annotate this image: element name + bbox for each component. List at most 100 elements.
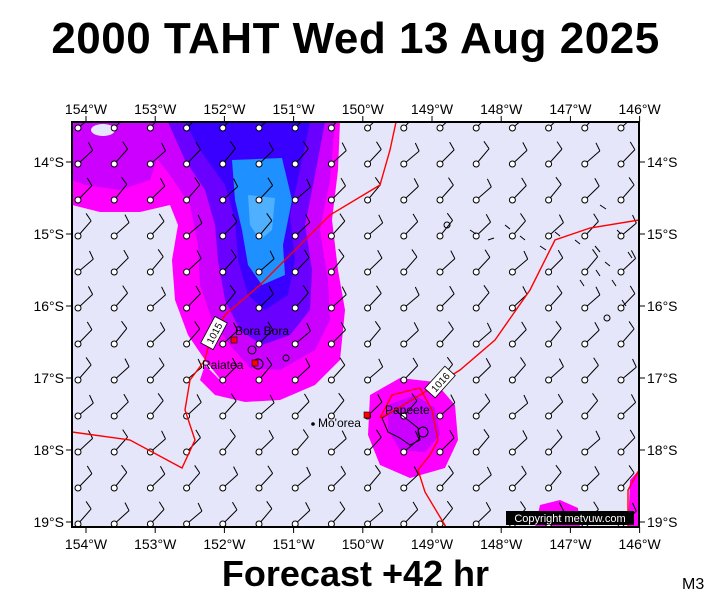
wind-barb [219,428,236,456]
isobar-1016 [379,219,640,419]
marker-bora-bora [230,336,238,344]
wind-barb [146,357,165,384]
wind-barb [400,322,419,348]
wind-barb [364,141,382,168]
wind-barb [436,429,455,456]
wind-barb [183,502,203,527]
wind-barb [183,250,202,276]
rain-region-northwest [72,122,160,190]
wind-barb [581,357,599,384]
wind-barb [291,214,311,240]
wind-barb [219,213,238,240]
lon-label-bottom-6: 148°W [480,536,523,552]
wind-barb [146,177,166,204]
lat-label-right-2: 16°S [647,298,678,314]
wind-barb [219,322,239,348]
chart-title: 2000 TAHT Wed 13 Aug 2025 [51,14,660,63]
wind-barb [255,285,274,312]
wind-barb [327,248,345,276]
wind-barb [581,142,601,168]
island-tahiti [381,409,421,446]
map-axes: 154°W 154°W 153°W 153°W 152°W 152°W 151°W 151°W… [33,101,677,552]
wind-barb [219,466,239,492]
wind-barb [545,141,563,168]
lat-label-left-3: 17°S [33,370,64,386]
lon-label-top-2: 152°W [203,101,246,117]
wind-barb [74,177,93,204]
wind-barb [472,249,491,276]
wind-barb [291,122,302,132]
wind-barb [617,358,637,384]
wind-barb [74,250,94,276]
lon-label-bottom-4: 150°W [342,536,385,552]
wind-barb [219,178,239,204]
lon-label-top-3: 151°W [273,101,316,117]
wind-barb [146,142,166,168]
wind-barb [183,285,201,312]
wind-barb [472,357,492,384]
wind-barb [327,122,337,132]
copyright-box [506,511,634,525]
wind-barb [327,357,346,384]
wind-barb [327,501,346,527]
wind-barb [508,177,527,204]
wind-barb [617,465,635,492]
lon-label-top-6: 148°W [480,101,523,117]
wind-barb [581,393,599,420]
wind-barb [146,213,165,240]
islands [247,221,611,446]
wind-barb [545,429,563,456]
wind-barb [581,213,599,240]
lon-label-bottom-0: 154°W [65,536,108,552]
wind-barb [581,249,599,276]
wind-barb [436,394,456,420]
wind-barb [508,430,528,456]
wind-barb [508,286,528,312]
wind-barb [255,250,275,276]
wind-barb [400,466,419,492]
wind-barb [110,358,130,384]
marker-moorea [311,422,315,426]
rain-hole [91,124,115,136]
wind-barb [291,178,311,204]
marker-raiatea [251,359,259,367]
lat-label-right-4: 18°S [647,442,678,458]
rain-region-west-peak-light [248,195,275,240]
wind-barb [436,141,455,168]
wind-barb [291,141,309,168]
wind-barb [617,321,635,348]
wind-barb [436,465,454,492]
wind-barb [545,320,562,348]
wind-barb [146,393,164,420]
wind-barb [255,122,267,132]
wind-barb [436,321,454,348]
wind-barb [146,321,166,348]
wind-barb [110,176,128,204]
island-tahiti-iti [417,426,429,438]
wind-barb [146,286,166,312]
lon-label-top-7: 147°W [549,101,592,117]
wind-barb [508,250,529,276]
wind-barb [472,285,490,312]
wind-barb [508,321,527,348]
wind-barb [400,213,419,240]
wind-barb [291,466,311,492]
wind-barb [74,430,94,456]
wind-barb [110,122,121,132]
wind-barb [545,464,562,492]
wind-barb [617,177,635,204]
wind-barb [436,212,453,240]
wind-barb [327,465,346,492]
wind-barb [617,285,636,312]
wind-barb [508,213,526,240]
lon-label-top-4: 150°W [342,101,385,117]
wind-barb [74,357,92,384]
wind-barb [545,122,556,132]
wind-barb [183,141,201,168]
wind-barb [74,213,92,240]
wind-barb [400,286,420,312]
wind-barb [219,249,237,276]
wind-barb [581,465,600,492]
wind-barb [364,465,381,492]
